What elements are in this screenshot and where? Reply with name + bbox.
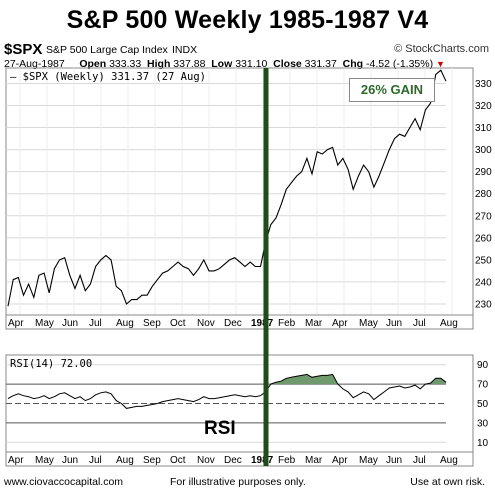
month-tick-label-top: Oct: [170, 318, 186, 329]
rsi-line: [7, 373, 447, 409]
month-tick-label-bottom: Feb: [278, 455, 296, 466]
index-name: S&P 500 Large Cap Index: [46, 44, 168, 56]
price-y-axis: 230 240 250 260 270 280 290 300 310 320 330: [475, 79, 492, 311]
price-y-tick-label: 310: [475, 123, 492, 134]
rsi-legend: RSI(14) 72.00: [10, 358, 93, 370]
low-label: Low: [211, 58, 233, 70]
close-label: Close: [273, 58, 302, 70]
brand-label: © StockCharts.com: [394, 43, 489, 55]
page-title: S&P 500 Weekly 1985-1987 V4: [66, 6, 429, 34]
rsi-y-tick-label: 10: [477, 438, 489, 449]
month-tick-label-bottom: Nov: [197, 455, 215, 466]
month-tick-label-top: 1987: [251, 318, 274, 329]
quote-date: 27-Aug-1987: [4, 58, 65, 70]
price-line: [7, 69, 447, 307]
high-label: High: [147, 58, 171, 70]
month-axis-top: Apr May Jun Jul Aug Sep Oct Nov Dec 1987 Feb Mar Apr…: [8, 318, 458, 329]
index-exchange: INDX: [172, 44, 198, 56]
rsi-y-axis: 10 30 50 70 90: [477, 360, 489, 449]
month-tick-label-top: Mar: [305, 318, 323, 329]
month-tick-label-bottom: 1987: [251, 455, 274, 466]
price-y-tick-label: 240: [475, 277, 492, 288]
month-tick-label-top: Apr: [332, 318, 348, 329]
chg-value: -4.52 (-1.35%): [365, 58, 434, 70]
quote-line: 27-Aug-1987 Open 333.33 High 337.88 Low …: [4, 58, 445, 70]
price-y-tick-label: 320: [475, 101, 492, 112]
price-y-tick-label: 290: [475, 167, 492, 178]
price-y-tick-label: 280: [475, 189, 492, 200]
rsi-y-tick-label: 50: [477, 399, 489, 410]
price-grid: [6, 68, 453, 315]
month-tick-label-top: Dec: [224, 318, 242, 329]
month-tick-label-bottom: Sep: [143, 455, 161, 466]
price-y-tick-label: 300: [475, 145, 492, 156]
month-tick-label-bottom: Apr: [332, 455, 348, 466]
price-legend: — $SPX (Weekly) 331.37 (27 Aug): [10, 71, 206, 83]
month-tick-label-top: Aug: [440, 318, 458, 329]
month-tick-label-bottom: Oct: [170, 455, 186, 466]
rsi-y-tick-label: 90: [477, 360, 489, 371]
month-tick-label-bottom: Apr: [8, 455, 24, 466]
price-y-tick-label: 330: [475, 79, 492, 90]
month-tick-label-bottom: Mar: [305, 455, 323, 466]
ticker-symbol: $SPX: [4, 41, 43, 58]
high-value: 337.88: [173, 58, 206, 70]
price-y-tick-label: 230: [475, 299, 492, 310]
month-tick-label-bottom: Jul: [89, 455, 102, 466]
month-tick-label-top: Sep: [143, 318, 161, 329]
open-label: Open: [79, 58, 107, 70]
down-arrow-icon: ▼: [436, 59, 445, 69]
gain-annotation: 26% GAIN: [349, 78, 435, 102]
footer-website: www.ciovaccocapital.com: [4, 476, 124, 488]
month-tick-label-top: Jun: [386, 318, 402, 329]
low-value: 331.10: [235, 58, 268, 70]
price-y-tick-label: 260: [475, 233, 492, 244]
month-tick-label-top: May: [35, 318, 54, 329]
price-y-tick-label: 250: [475, 255, 492, 266]
month-tick-label-bottom: May: [359, 455, 378, 466]
month-tick-label-top: Jul: [413, 318, 426, 329]
open-value: 333.33: [109, 58, 142, 70]
month-tick-label-bottom: Aug: [116, 455, 134, 466]
month-tick-label-bottom: Jun: [62, 455, 78, 466]
month-tick-label-top: Apr: [8, 318, 24, 329]
footer-disclaimer: For illustrative purposes only.: [170, 476, 306, 488]
month-tick-label-bottom: Aug: [440, 455, 458, 466]
price-y-tick-label: 270: [475, 211, 492, 222]
month-tick-label-top: Nov: [197, 318, 215, 329]
month-tick-label-top: Feb: [278, 318, 296, 329]
rsi-y-tick-label: 30: [477, 418, 489, 429]
footer-risk: Use at own risk.: [410, 476, 485, 488]
month-tick-label-bottom: Jun: [386, 455, 402, 466]
month-tick-label-top: May: [359, 318, 378, 329]
month-axis-bottom-bg: [5, 451, 474, 467]
month-tick-label-top: Jun: [62, 318, 78, 329]
rsi-annotation: RSI: [204, 418, 236, 439]
rsi-grid: [6, 364, 446, 443]
rsi-y-tick-label: 70: [477, 380, 489, 391]
close-value: 331.37: [304, 58, 337, 70]
month-axis-bottom: Apr May Jun Jul Aug Sep Oct Nov Dec 1987 Feb Mar Apr…: [8, 455, 458, 466]
month-tick-label-bottom: Jul: [413, 455, 426, 466]
month-tick-label-bottom: Dec: [224, 455, 242, 466]
chg-label: Chg: [342, 58, 364, 70]
month-axis-top-bg: [5, 314, 474, 330]
month-tick-label-top: Aug: [116, 318, 134, 329]
month-tick-label-bottom: May: [35, 455, 54, 466]
month-tick-label-top: Jul: [89, 318, 102, 329]
